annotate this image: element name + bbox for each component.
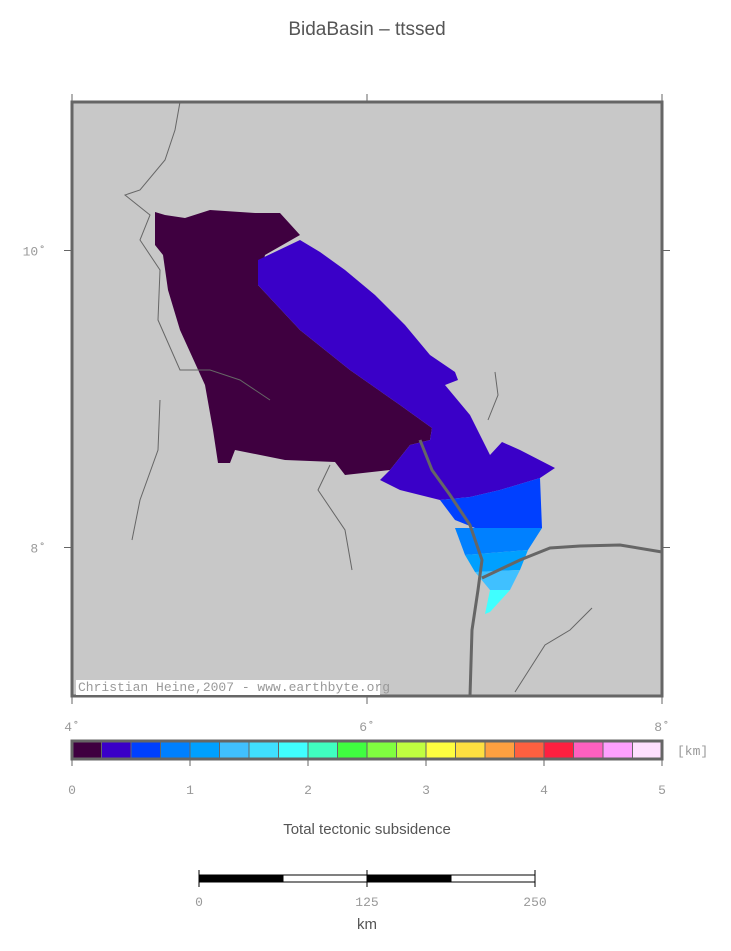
colorbar-swatch	[602, 740, 633, 760]
colorbar: 0 1 2 3 4 5 [km]	[68, 739, 708, 798]
subsidence-zone	[258, 240, 555, 500]
colorbar-swatch	[543, 740, 574, 760]
river	[131, 399, 161, 541]
subsidence-zone	[440, 478, 542, 528]
river	[123, 101, 271, 401]
colorbar-tick-label: 1	[186, 783, 194, 798]
colorbar-swatch	[632, 740, 663, 760]
colorbar-swatch	[248, 740, 279, 760]
scalebar-tick-label: 125	[355, 895, 378, 910]
colorbar-unit: [km]	[677, 744, 708, 759]
rivers	[123, 101, 663, 697]
scalebar-segment	[198, 874, 284, 883]
colorbar-swatch	[189, 740, 220, 760]
colorbar-tick-label: 0	[68, 783, 76, 798]
river	[487, 371, 499, 421]
river	[317, 464, 353, 571]
colorbar-caption: Total tectonic subsidence	[283, 821, 451, 838]
y-tick-label: 10˚	[23, 245, 46, 260]
scalebar-segment	[450, 874, 536, 883]
scalebar-tick-label: 250	[523, 895, 546, 910]
title: BidaBasin – ttssed	[288, 19, 445, 40]
y-tick-label: 8˚	[30, 542, 46, 557]
river	[514, 607, 593, 693]
x-tick-label: 4˚	[64, 720, 80, 735]
subsidence-zone	[485, 590, 510, 614]
credit: Christian Heine,2007 - www.earthbyte.org	[78, 680, 390, 695]
scalebar-tick-label: 0	[195, 895, 203, 910]
colorbar-swatch	[573, 740, 604, 760]
colorbar-tick-label: 3	[422, 783, 430, 798]
colorbar-swatch	[219, 740, 250, 760]
colorbar-swatch	[130, 740, 161, 760]
river	[481, 543, 663, 580]
colorbar-swatch	[425, 740, 456, 760]
colorbar-swatch	[396, 740, 427, 760]
x-tick-label: 6˚	[359, 720, 375, 735]
subsidence-zone	[155, 210, 432, 475]
scalebar-unit: km	[357, 916, 377, 933]
colorbar-swatch	[484, 740, 515, 760]
colorbar-swatch	[278, 740, 309, 760]
colorbar-swatch	[337, 740, 368, 760]
colorbar-swatch	[101, 740, 132, 760]
colorbar-swatch	[366, 740, 397, 760]
colorbar-swatch	[307, 740, 338, 760]
colorbar-swatch	[71, 740, 102, 760]
colorbar-swatch	[160, 740, 191, 760]
scalebar: 0 125 250 km	[195, 870, 547, 933]
scalebar-segment	[282, 874, 368, 883]
map: Christian Heine,2007 - www.earthbyte.org	[70, 100, 664, 698]
x-tick-label: 8˚	[654, 720, 670, 735]
credit-box	[76, 680, 380, 695]
colorbar-frame	[70, 739, 664, 761]
river	[418, 439, 484, 697]
colorbar-tick-label: 5	[658, 783, 666, 798]
colorbar-tick-label: 2	[304, 783, 312, 798]
colorbar-tick-label: 4	[540, 783, 548, 798]
colorbar-swatch	[455, 740, 486, 760]
scalebar-segment	[366, 874, 452, 883]
colorbar-swatch	[514, 740, 545, 760]
